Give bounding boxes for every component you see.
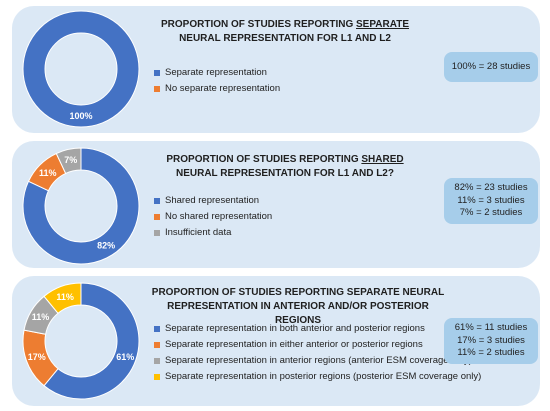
slice-percent-label: 100% [69, 111, 92, 121]
legend: Separate representation No separate repr… [154, 65, 280, 97]
slice-percent-label: 11% [32, 312, 50, 322]
summary-box: 61% = 11 studies 17% = 3 studies 11% = 2… [444, 318, 538, 364]
summary-line: 100% = 28 studies [451, 60, 531, 72]
slice-percent-label: 17% [28, 352, 46, 362]
donut-chart: 82% 11% 7% [22, 147, 140, 265]
donut-chart: 61% 17% 11% 11% [22, 282, 140, 400]
panel-anterior-posterior: 61% 17% 11% 11% PROPORTION OF STUDIES REPOR… [12, 276, 540, 406]
chart-title: PROPORTION OF STUDIES REPORTING SEPARATE… [151, 287, 445, 326]
slice-percent-label: 11% [39, 168, 57, 178]
chart-title: PROPORTION OF STUDIES REPORTING SHARED N… [166, 154, 404, 179]
summary-line: 61% = 11 studies [454, 322, 528, 334]
legend-swatch [154, 198, 160, 204]
summary-line: 11% = 2 studies [457, 347, 525, 359]
legend-item: No separate representation [154, 81, 280, 97]
legend-item: Shared representation [154, 193, 272, 209]
legend-item: No shared representation [154, 209, 272, 225]
summary-line: 7% = 2 studies [459, 207, 523, 219]
slice-percent-label: 11% [56, 292, 74, 302]
legend-swatch [154, 214, 160, 220]
panel-shared-representation: 82% 11% 7% PROPORTION OF STUDIES REPORTING… [12, 141, 540, 268]
donut-slice [22, 10, 140, 128]
legend: Shared representation No shared represen… [154, 193, 272, 241]
summary-box: 82% = 23 studies 11% = 3 studies 7% = 2 … [444, 178, 538, 224]
donut-slice [22, 147, 140, 265]
legend-item: Separate representation in posterior reg… [154, 369, 481, 385]
slice-percent-label: 7% [64, 155, 77, 165]
legend-swatch [154, 70, 160, 76]
title-emphasis: SHARED [361, 154, 404, 165]
legend: Separate representation in both anterior… [154, 321, 481, 385]
slice-percent-label: 82% [97, 241, 115, 251]
legend-item: Insufficient data [154, 225, 272, 241]
summary-line: 82% = 23 studies [454, 182, 528, 194]
legend-item: Separate representation [154, 65, 280, 81]
legend-swatch [154, 342, 160, 348]
legend-swatch [154, 358, 160, 364]
legend-item: Separate representation in either anteri… [154, 337, 481, 353]
donut-slice [43, 282, 140, 400]
slice-percent-label: 61% [116, 352, 134, 362]
panel-separate-representation: 100% PROPORTION OF STUDIES REPORTING SEP… [12, 6, 540, 133]
donut-slice [55, 147, 82, 175]
donut-slice [43, 282, 82, 314]
legend-swatch [154, 230, 160, 236]
legend-swatch [154, 86, 160, 92]
title-emphasis: SEPARATE [356, 19, 409, 30]
summary-line: 17% = 3 studies [457, 334, 525, 346]
summary-line: 11% = 3 studies [457, 194, 525, 206]
legend-swatch [154, 374, 160, 380]
summary-box: 100% = 28 studies [444, 52, 538, 82]
legend-item: Separate representation in both anterior… [154, 321, 481, 337]
chart-title: PROPORTION OF STUDIES REPORTING SEPARATE… [161, 19, 409, 44]
legend-swatch [154, 326, 160, 332]
legend-item: Separate representation in anterior regi… [154, 353, 481, 369]
donut-chart: 100% [22, 10, 140, 128]
